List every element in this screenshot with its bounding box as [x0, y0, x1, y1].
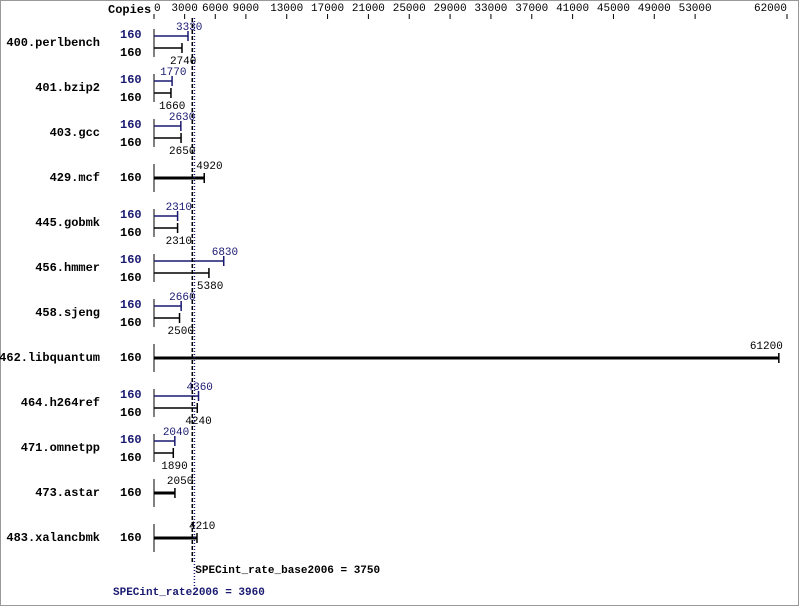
copies-label: 160 [120, 226, 142, 240]
x-tick-label: 13000 [270, 3, 303, 15]
x-tick-label: 25000 [393, 3, 426, 15]
x-tick-label: 9000 [233, 3, 259, 15]
copies-label: 160 [120, 271, 142, 285]
value-label: 2310 [166, 202, 192, 214]
copies-label: 160 [120, 28, 142, 42]
x-tick-label: 37000 [515, 3, 548, 15]
mean-label: SPECint_rate_base2006 = 3750 [195, 565, 380, 577]
benchmark-label: 401.bzip2 [35, 81, 100, 95]
benchmark-label: 462.libquantum [0, 351, 100, 365]
copies-label: 160 [120, 486, 142, 500]
value-label: 1770 [160, 67, 186, 79]
value-label: 2040 [163, 427, 189, 439]
copies-label: 160 [120, 73, 142, 87]
x-tick-label: 41000 [556, 3, 589, 15]
value-label: 5380 [197, 281, 223, 293]
x-tick-label: 21000 [352, 3, 385, 15]
value-label: 2660 [169, 292, 195, 304]
value-label: 4360 [187, 382, 213, 394]
value-label: 2310 [166, 236, 192, 248]
value-label: 4240 [185, 416, 211, 428]
benchmark-label: 456.hmmer [35, 261, 100, 275]
benchmark-label: 429.mcf [50, 171, 100, 185]
value-label: 61200 [750, 341, 783, 353]
value-label: 2500 [168, 326, 194, 338]
x-tick-label: 53000 [679, 3, 712, 15]
copies-label: 160 [120, 118, 142, 132]
benchmark-label: 464.h264ref [21, 396, 100, 410]
x-tick-label: 6000 [202, 3, 228, 15]
copies-header: Copies [108, 3, 151, 17]
value-label: 3330 [176, 22, 202, 34]
copies-label: 160 [120, 451, 142, 465]
copies-label: 160 [120, 531, 142, 545]
copies-label: 160 [120, 406, 142, 420]
x-tick-label: 62000 [754, 3, 787, 15]
value-label: 6830 [212, 247, 238, 259]
copies-label: 160 [120, 136, 142, 150]
value-label: 4920 [196, 161, 222, 173]
copies-label: 160 [120, 253, 142, 267]
copies-label: 160 [120, 388, 142, 402]
copies-label: 160 [120, 316, 142, 330]
value-label: 1660 [159, 101, 185, 113]
value-label: 2630 [169, 112, 195, 124]
copies-label: 160 [120, 91, 142, 105]
copies-label: 160 [120, 208, 142, 222]
value-label: 2650 [169, 146, 195, 158]
copies-label: 160 [120, 298, 142, 312]
copies-label: 160 [120, 46, 142, 60]
copies-label: 160 [120, 433, 142, 447]
benchmark-label: 458.sjeng [35, 306, 100, 320]
benchmark-label: 473.astar [35, 486, 100, 500]
benchmark-label: 400.perlbench [6, 36, 100, 50]
x-tick-label: 29000 [434, 3, 467, 15]
benchmark-label: 403.gcc [50, 126, 100, 140]
value-label: 2050 [167, 476, 193, 488]
x-tick-label: 17000 [311, 3, 344, 15]
benchmark-label: 445.gobmk [35, 216, 100, 230]
copies-label: 160 [120, 351, 142, 365]
x-tick-label: 33000 [474, 3, 507, 15]
benchmark-label: 471.omnetpp [21, 441, 100, 455]
x-tick-label: 49000 [638, 3, 671, 15]
value-label: 2740 [170, 56, 196, 68]
value-label: 1890 [161, 461, 187, 473]
copies-label: 160 [120, 171, 142, 185]
x-tick-label: 45000 [597, 3, 630, 15]
benchmark-label: 483.xalancbmk [6, 531, 100, 545]
x-tick-label: 0 [154, 3, 161, 15]
value-label: 4210 [189, 521, 215, 533]
mean-label: SPECint_rate2006 = 3960 [113, 587, 265, 599]
x-tick-label: 3000 [171, 3, 197, 15]
